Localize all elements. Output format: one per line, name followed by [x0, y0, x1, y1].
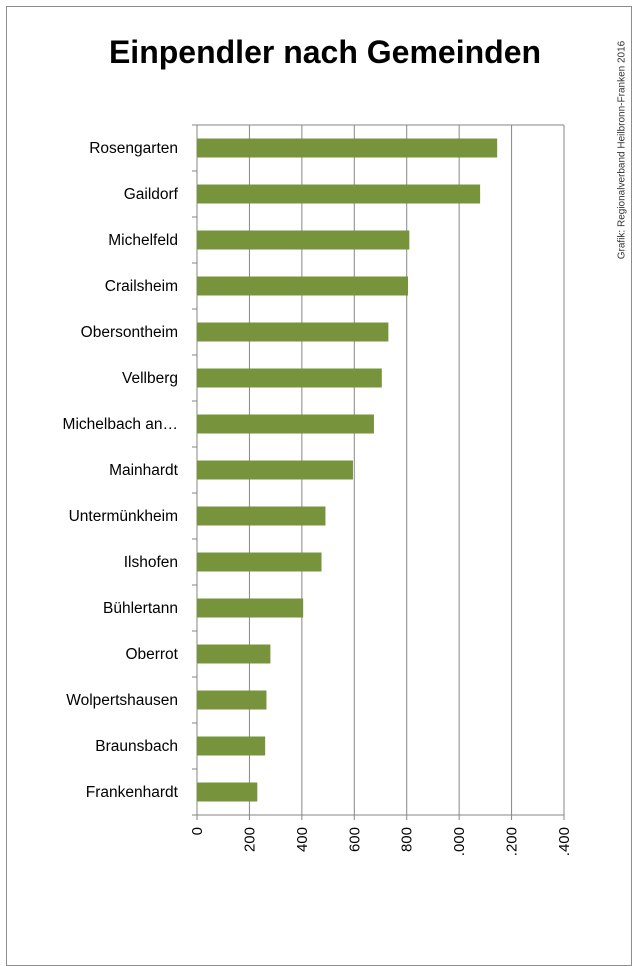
bar-0: [197, 138, 498, 158]
category-label-9: Ilshofen: [124, 554, 178, 571]
category-label-3: Crailsheim: [105, 278, 178, 295]
bar-12: [197, 690, 267, 710]
category-label-10: Bühlertann: [103, 600, 178, 617]
x-tick-label-0: 0: [189, 827, 206, 835]
bar-2: [197, 230, 410, 250]
bars: [197, 138, 498, 802]
x-tick-label-1: 200: [241, 827, 258, 852]
bar-4: [197, 322, 389, 342]
bar-14: [197, 782, 258, 802]
bar-3: [197, 276, 409, 296]
category-label-14: Frankenhardt: [86, 784, 179, 801]
bar-1: [197, 184, 481, 204]
category-label-12: Wolpertshausen: [66, 692, 178, 709]
category-label-13: Braunsbach: [95, 738, 178, 755]
x-tick-label-3: 600: [346, 827, 363, 852]
category-label-11: Oberrot: [125, 646, 178, 663]
category-label-7: Mainhardt: [109, 462, 179, 479]
chart-title: Einpendler nach Gemeinden: [108, 34, 542, 70]
category-label-4: Obersontheim: [81, 324, 178, 341]
bar-10: [197, 598, 304, 618]
bar-9: [197, 552, 322, 572]
x-tick-label-4: 800: [399, 827, 416, 852]
x-tick-label-7: .400: [556, 827, 573, 856]
x-tick-label-6: .200: [504, 827, 521, 856]
bar-5: [197, 368, 382, 388]
category-label-0: Rosengarten: [89, 140, 178, 157]
bar-13: [197, 736, 266, 756]
bar-8: [197, 506, 326, 526]
category-label-5: Vellberg: [122, 370, 178, 387]
x-tick-labels: 0 200 400 600 800 .000 .200 .400: [189, 827, 573, 856]
x-tick-label-5: .000: [451, 827, 468, 856]
bar-7: [197, 460, 353, 480]
bar-11: [197, 644, 271, 664]
bar-6: [197, 414, 374, 434]
category-label-1: Gaildorf: [124, 186, 179, 203]
x-tick-label-2: 400: [294, 827, 311, 852]
category-label-6: Michelbach an…: [63, 416, 178, 433]
category-label-2: Michelfeld: [108, 232, 178, 249]
category-label-8: Untermünkheim: [69, 508, 178, 525]
category-labels: Rosengarten Gaildorf Michelfeld Crailsheim O…: [63, 140, 179, 801]
